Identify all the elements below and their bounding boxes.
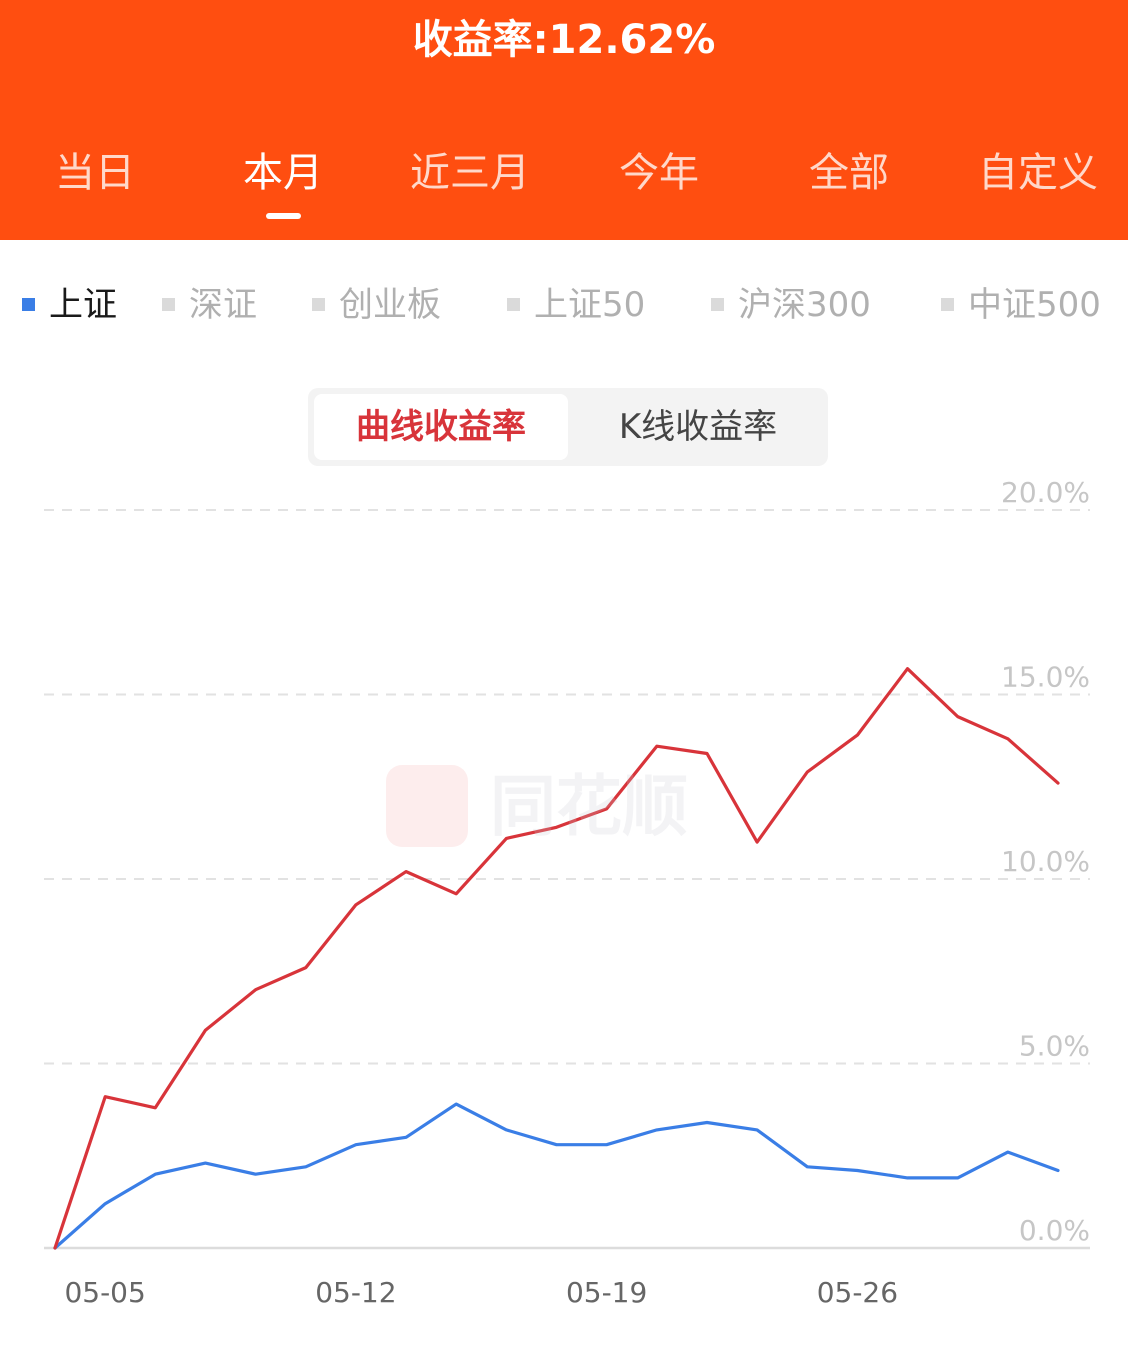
index-legend-marker (507, 298, 520, 311)
tab-this-year[interactable]: 今年 (619, 150, 699, 196)
toggle-kline-return[interactable]: K线收益率 (618, 407, 778, 447)
index-return-line (53, 1102, 1060, 1250)
tab-this-month[interactable]: 本月 (243, 150, 323, 196)
index-legend-marker (711, 298, 724, 311)
header: 收益率:12.62% 当日 本月 近三月 今年 全部 自定义 (0, 0, 1128, 240)
index-tab-sse50[interactable]: 上证50 (507, 282, 645, 328)
index-legend-marker (162, 298, 175, 311)
x-tick-label: 05-26 (817, 1276, 898, 1309)
portfolio-return-line (53, 667, 1060, 1250)
x-tick-label: 05-05 (64, 1276, 145, 1309)
index-tab-csi500[interactable]: 中证500 (941, 282, 1101, 328)
index-tab-label: 沪深300 (738, 285, 871, 325)
index-tab-label: 中证500 (968, 285, 1101, 325)
active-tab-indicator (266, 213, 301, 219)
tab-custom[interactable]: 自定义 (978, 150, 1098, 196)
x-tick-label: 05-12 (315, 1276, 396, 1309)
x-tick-label: 05-19 (566, 1276, 647, 1309)
index-tab-label: 深证 (189, 285, 257, 325)
index-tab-shanghai[interactable]: 上证 (22, 282, 117, 328)
index-legend-marker (312, 298, 325, 311)
index-legend-marker (941, 298, 954, 311)
index-tab-label: 上证50 (534, 285, 646, 325)
index-tab-chinext[interactable]: 创业板 (312, 282, 441, 328)
y-tick-label: 20.0% (1001, 476, 1090, 509)
index-tab-shenzhen[interactable]: 深证 (162, 282, 257, 328)
y-tick-label: 5.0% (1019, 1030, 1090, 1063)
index-legend-marker (22, 298, 35, 311)
index-tab-csi300[interactable]: 沪深300 (711, 282, 871, 328)
y-tick-label: 0.0% (1019, 1214, 1090, 1247)
toggle-curve-return[interactable]: 曲线收益率 (314, 394, 568, 460)
y-tick-label: 10.0% (1001, 845, 1090, 878)
chart-mode-toggle: 曲线收益率 K线收益率 (308, 388, 828, 466)
tab-all[interactable]: 全部 (809, 150, 889, 196)
tab-three-months[interactable]: 近三月 (410, 150, 530, 196)
return-line-chart: 0.0% 5.0% 10.0% 15.0% 20.0% 05-05 05-12 05-19 0… (44, 476, 1090, 1309)
index-tab-label: 上证 (49, 285, 117, 325)
index-tab-label: 创业板 (339, 285, 441, 325)
return-rate-title: 收益率:12.62% (412, 17, 716, 63)
y-tick-label: 15.0% (1001, 661, 1090, 694)
tab-today[interactable]: 当日 (55, 150, 135, 196)
